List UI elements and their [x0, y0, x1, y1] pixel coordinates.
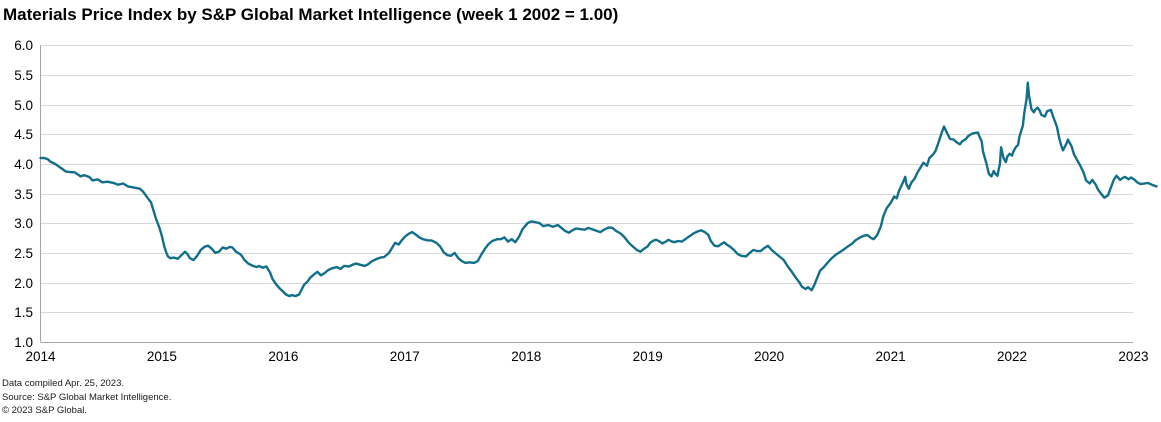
y-axis-tick-label: 1.5 [14, 305, 33, 320]
footnote-source: Source: S&P Global Market Intelligence. [2, 391, 172, 403]
y-axis-tick-label: 2.5 [14, 246, 33, 261]
y-axis-tick-label: 5.0 [14, 98, 33, 113]
x-axis-tick-label: 2021 [876, 349, 906, 364]
x-axis-tick-label: 2018 [511, 349, 541, 364]
x-axis-tick-label: 2020 [754, 349, 784, 364]
x-axis-tick-label: 2016 [268, 349, 298, 364]
x-axis-tick-label: 2017 [390, 349, 420, 364]
footnote-copyright: © 2023 S&P Global. [2, 405, 87, 416]
footnotes: Data compiled Apr. 25, 2023. Source: S&P… [2, 377, 171, 418]
x-axis-tick-label: 2019 [633, 349, 663, 364]
y-axis-tick-label: 5.5 [14, 68, 33, 83]
y-axis-tick-label: 3.5 [14, 187, 33, 202]
y-axis-tick-label: 4.0 [14, 157, 33, 172]
mpi-series-line [39, 81, 1158, 298]
x-axis-tick-label: 2015 [147, 349, 177, 364]
y-axis-tick-label: 1.0 [14, 335, 33, 350]
footnote-data-compiled: Data compiled Apr. 25, 2023. [2, 378, 124, 389]
chart-title: Materials Price Index by S&P Global Mark… [3, 5, 619, 24]
y-axis-tick-label: 2.0 [14, 276, 33, 291]
y-axis-tick-label: 4.5 [14, 127, 33, 142]
y-axis-tick-label: 6.0 [14, 38, 33, 53]
y-axis-tick-label: 3.0 [14, 216, 33, 231]
x-axis-tick-label: 2022 [997, 349, 1027, 364]
x-axis-tick-label: 2014 [25, 349, 56, 364]
x-axis-tick-label: 2023 [1118, 349, 1148, 364]
